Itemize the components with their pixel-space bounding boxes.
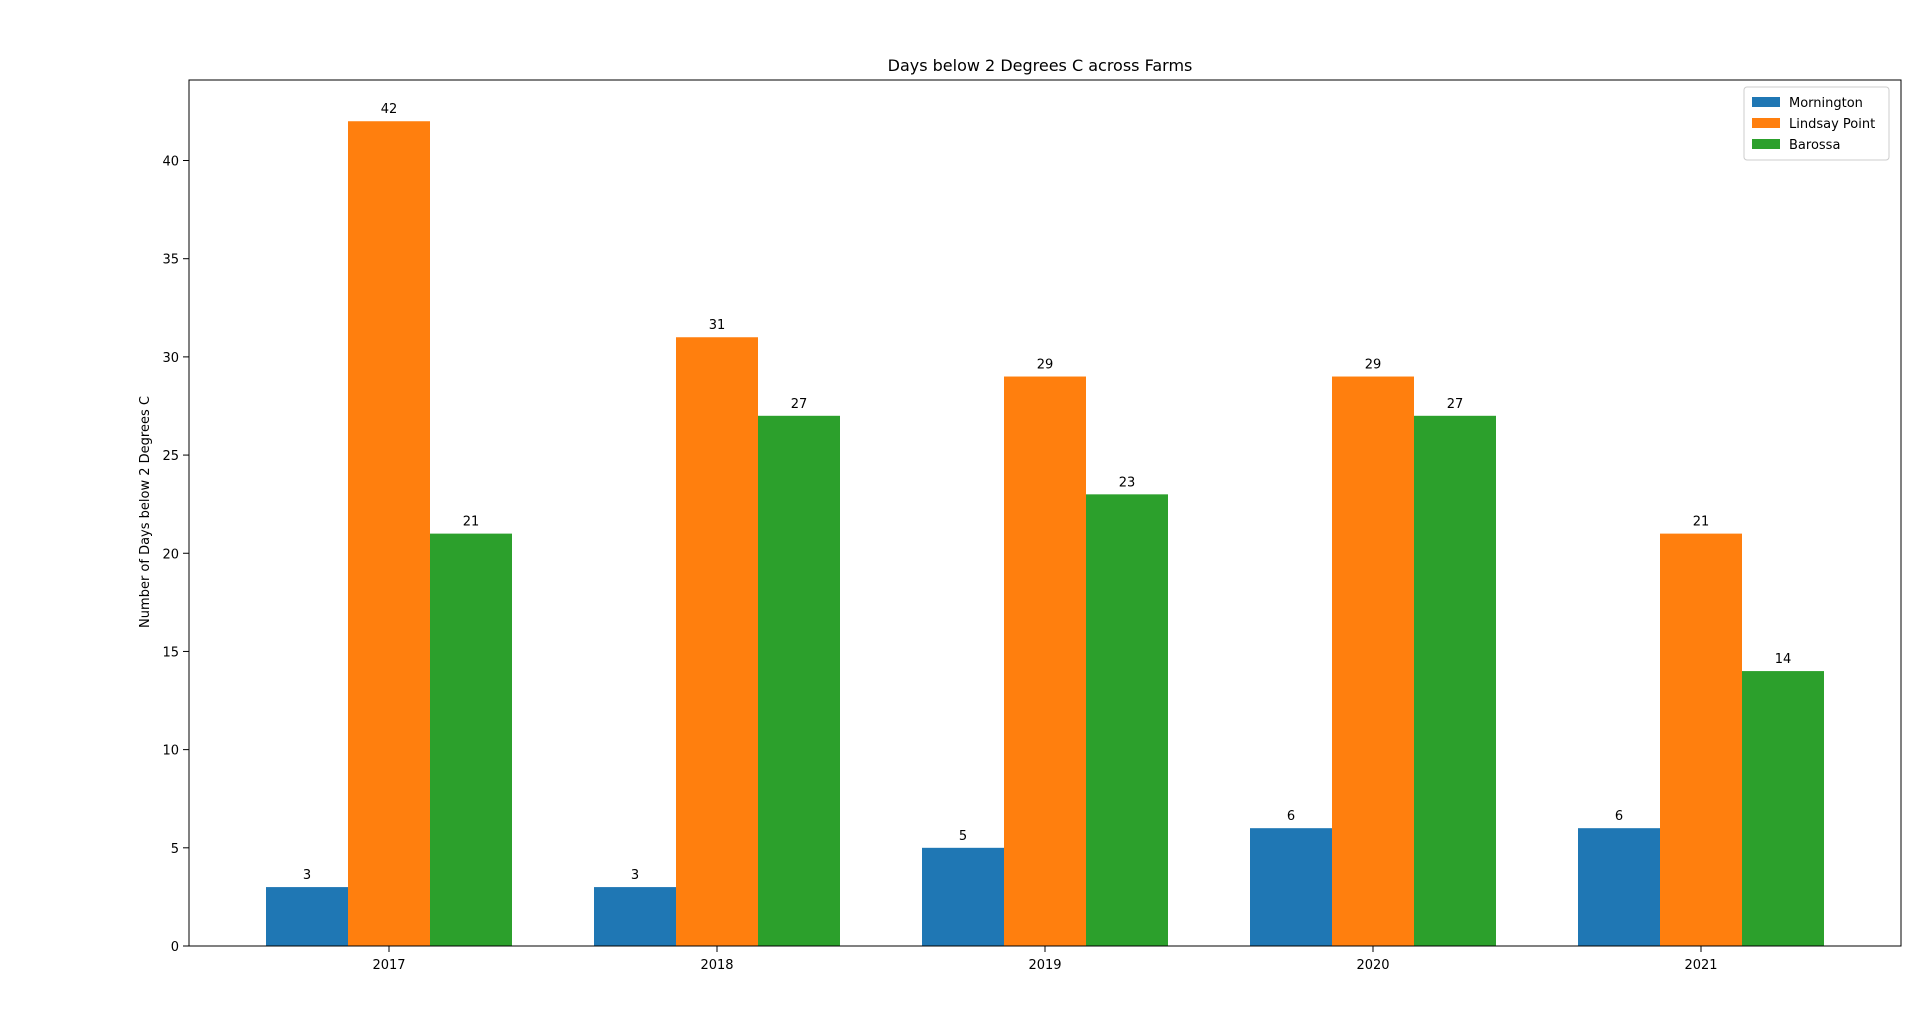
y-tick-label: 35 bbox=[162, 253, 179, 268]
bar-mornington-2018 bbox=[594, 887, 676, 946]
bar-value-label: 5 bbox=[959, 829, 967, 844]
bar-value-label: 3 bbox=[303, 868, 311, 883]
bar-value-label: 3 bbox=[631, 868, 639, 883]
legend-swatch bbox=[1752, 118, 1780, 128]
bar-value-label: 23 bbox=[1119, 475, 1136, 490]
legend-swatch bbox=[1752, 97, 1780, 107]
x-tick-label: 2020 bbox=[1356, 958, 1389, 973]
bar-labels-layer: 3 3 5 6 6 42 31 29 29 21 21 27 23 27 14 bbox=[303, 102, 1791, 883]
bar-value-label: 14 bbox=[1775, 652, 1792, 667]
bar-barossa-2018 bbox=[758, 415, 840, 947]
bar-value-label: 31 bbox=[709, 318, 726, 333]
bar-lindsay-point-2019 bbox=[1004, 376, 1086, 946]
bar-barossa-2017 bbox=[430, 533, 512, 946]
legend-entry-label: Mornington bbox=[1789, 96, 1863, 111]
bar-mornington-2021 bbox=[1578, 828, 1660, 946]
x-tick-label: 2021 bbox=[1684, 958, 1717, 973]
y-tick-label: 15 bbox=[162, 645, 179, 660]
y-tick-label: 20 bbox=[162, 547, 179, 562]
legend-entry-label: Barossa bbox=[1789, 138, 1840, 153]
bar-value-label: 21 bbox=[1693, 515, 1710, 530]
bar-value-label: 6 bbox=[1287, 809, 1295, 824]
bar-barossa-2020 bbox=[1414, 415, 1496, 947]
bar-lindsay-point-2020 bbox=[1332, 376, 1414, 946]
y-tick-label: 25 bbox=[162, 449, 179, 464]
y-tick-label: 40 bbox=[162, 155, 179, 170]
bar-lindsay-point-2017 bbox=[348, 121, 430, 946]
bar-mornington-2017 bbox=[266, 887, 348, 946]
legend-swatch bbox=[1752, 139, 1780, 149]
x-tick-label: 2018 bbox=[700, 958, 733, 973]
bar-value-label: 21 bbox=[463, 515, 480, 530]
bar-value-label: 27 bbox=[1447, 397, 1464, 412]
bar-mornington-2020 bbox=[1250, 828, 1332, 946]
x-tick-label: 2019 bbox=[1028, 958, 1061, 973]
y-tick-label: 0 bbox=[171, 940, 179, 955]
bar-barossa-2019 bbox=[1086, 494, 1168, 946]
legend: Mornington Lindsay Point Barossa bbox=[1743, 86, 1890, 161]
y-tick-label: 5 bbox=[171, 842, 179, 857]
y-axis-label: Number of Days below 2 Degrees C bbox=[138, 396, 153, 628]
chart-title: Days below 2 Degrees C across Farms bbox=[888, 56, 1193, 75]
bars-layer bbox=[266, 121, 1824, 947]
bar-value-label: 29 bbox=[1365, 358, 1382, 373]
bar-value-label: 42 bbox=[381, 102, 398, 117]
bar-lindsay-point-2021 bbox=[1660, 533, 1742, 946]
bar-value-label: 29 bbox=[1037, 358, 1054, 373]
bar-value-label: 27 bbox=[791, 397, 808, 412]
x-tick-label: 2017 bbox=[372, 958, 405, 973]
bar-barossa-2021 bbox=[1742, 671, 1824, 946]
y-tick-label: 10 bbox=[162, 744, 179, 759]
legend-entry-label: Lindsay Point bbox=[1789, 117, 1875, 132]
bar-lindsay-point-2018 bbox=[676, 337, 758, 946]
bar-mornington-2019 bbox=[922, 847, 1004, 946]
legend-box bbox=[1743, 86, 1890, 161]
bar-value-label: 6 bbox=[1615, 809, 1623, 824]
y-tick-label: 30 bbox=[162, 351, 179, 366]
